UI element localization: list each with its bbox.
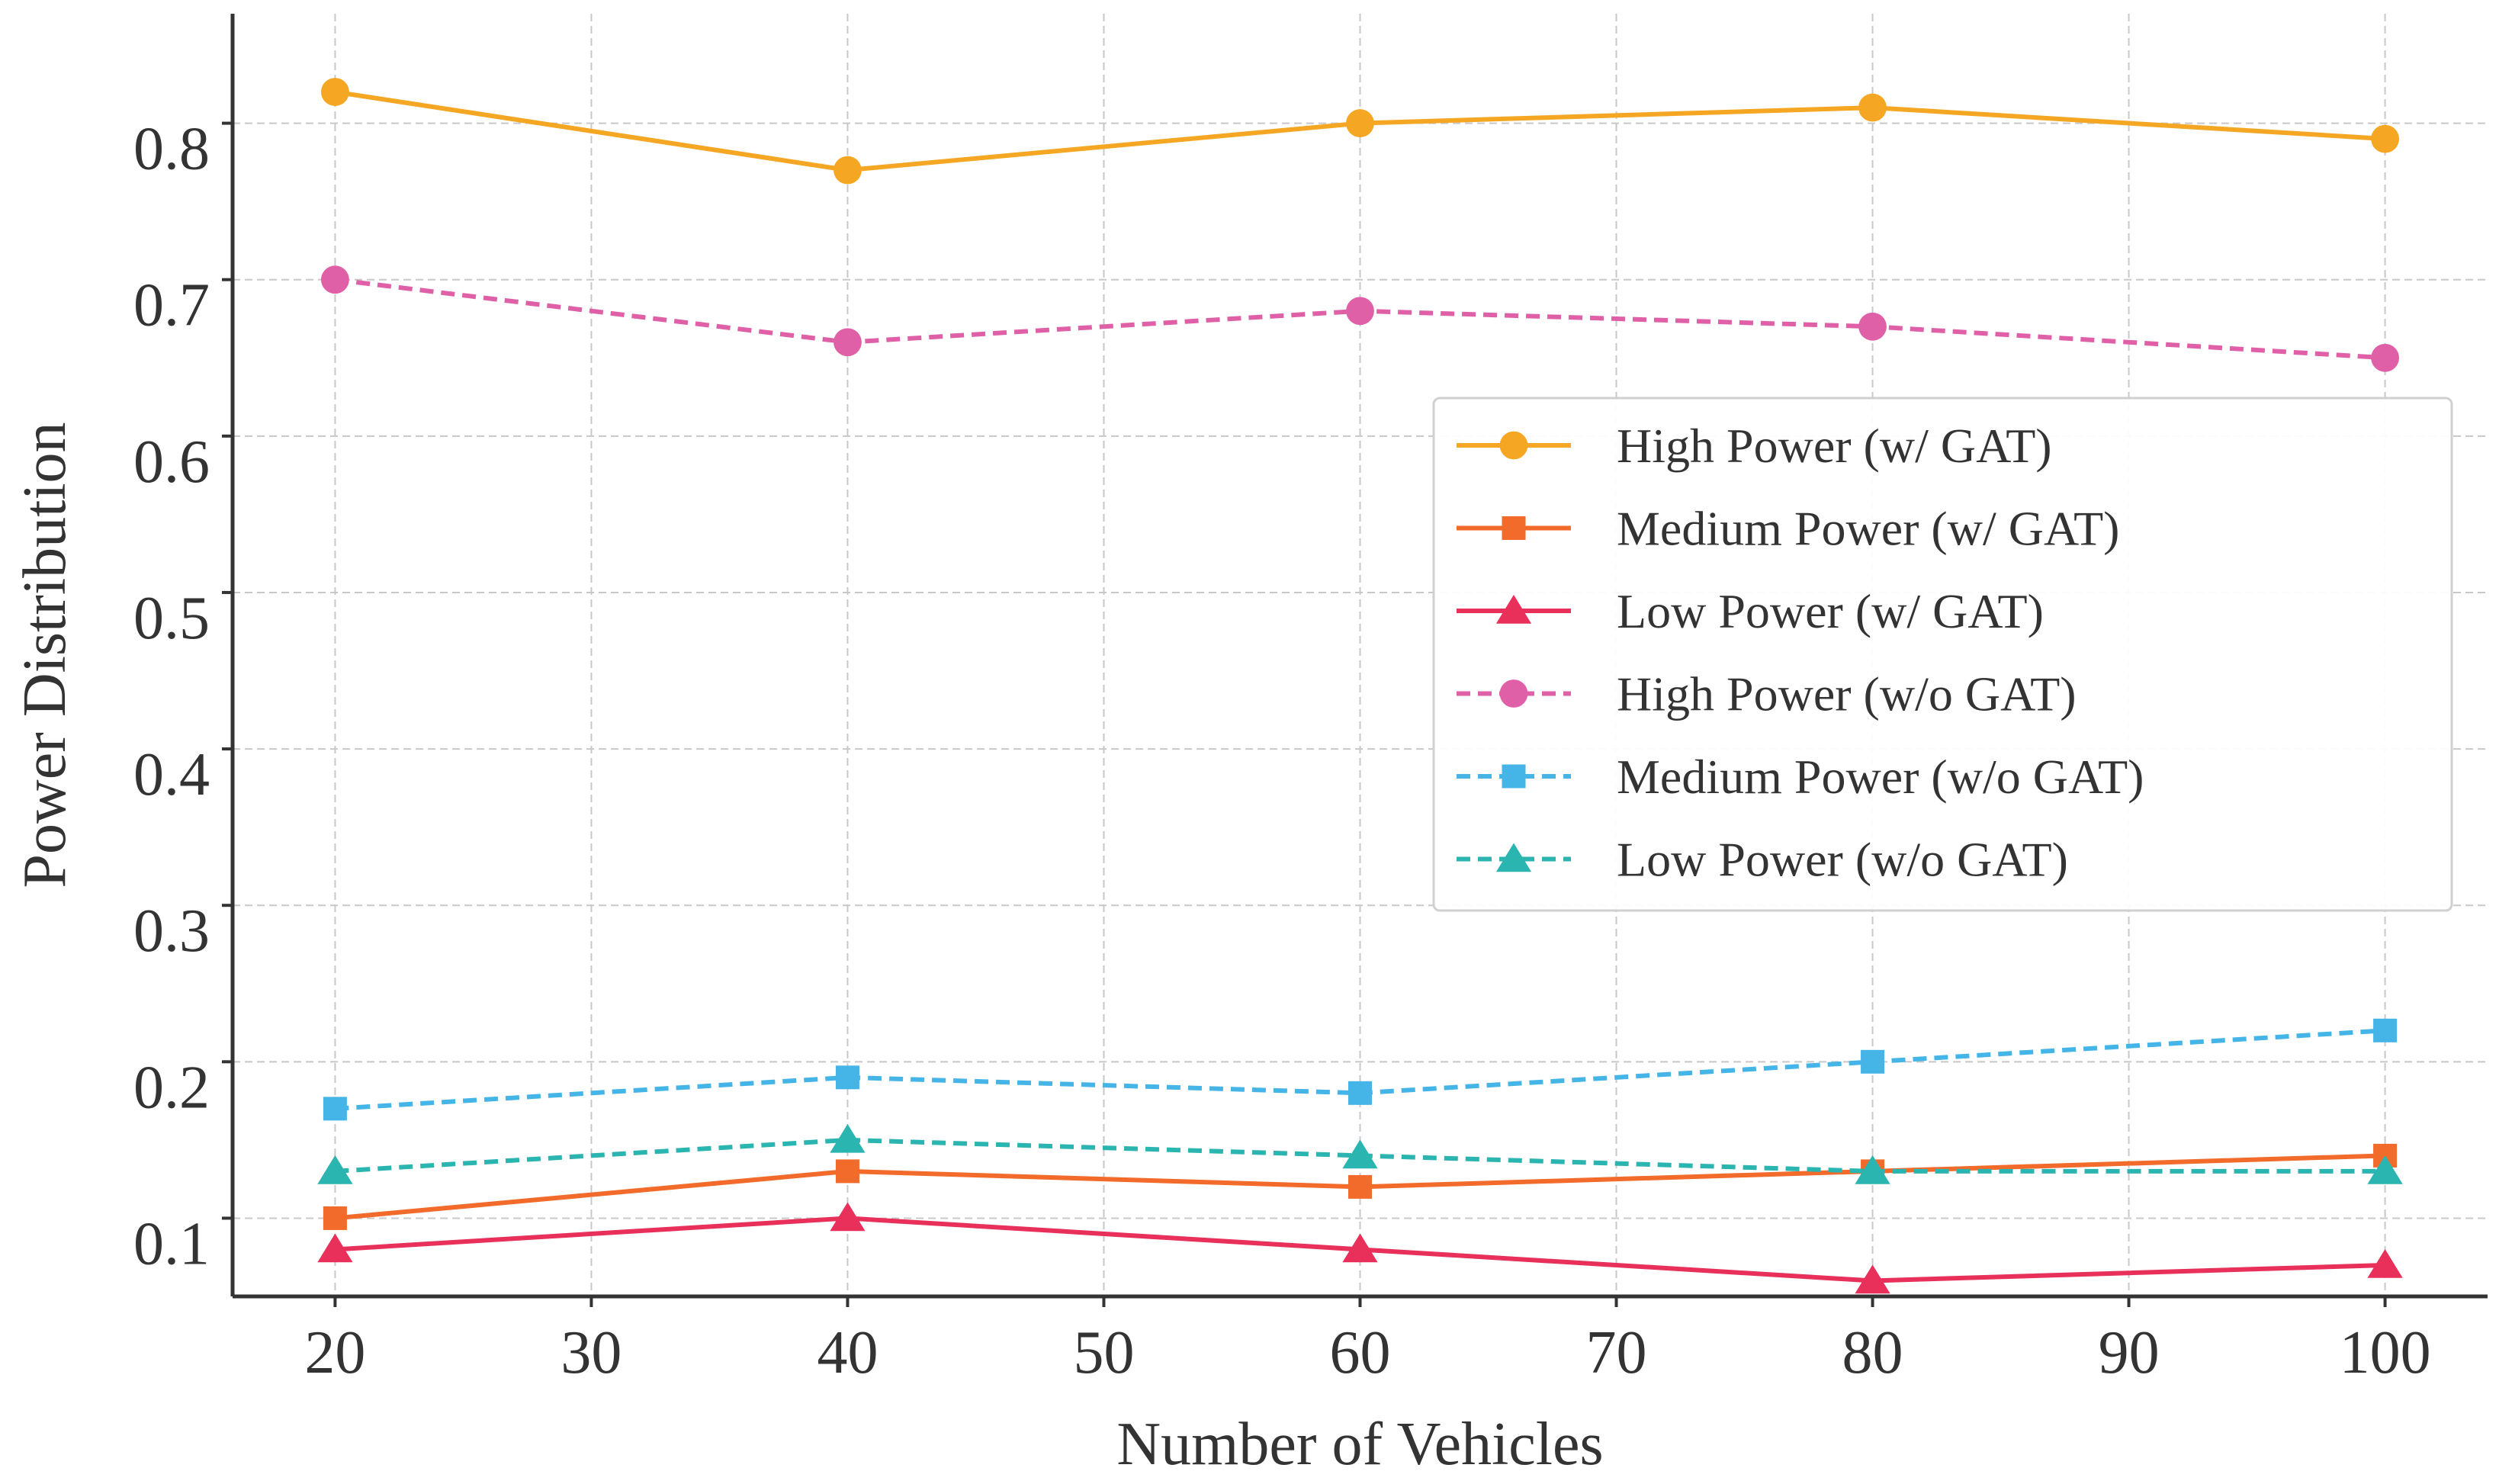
legend-label: Medium Power (w/o GAT)	[1617, 750, 2144, 804]
y-ticks: 0.1 0.2 0.3 0.4 0.5 0.6 0.7 0.8	[133, 116, 233, 1277]
series-group	[317, 78, 2403, 1294]
data-point	[830, 1123, 866, 1153]
data-point	[323, 1097, 347, 1121]
data-point	[1348, 1174, 1372, 1199]
data-point	[321, 78, 349, 106]
legend-entry: High Power (w/o GAT)	[1457, 667, 2077, 721]
y-tick-label: 0.6	[133, 429, 210, 496]
legend-entry: Low Power (w/ GAT)	[1457, 584, 2044, 638]
x-tick-label: 20	[304, 1319, 365, 1386]
x-axis-title: Number of Vehicles	[1116, 1411, 1603, 1478]
x-tick-label: 80	[1842, 1319, 1903, 1386]
series-0	[321, 78, 2399, 185]
series-1	[323, 1143, 2398, 1230]
y-tick-label: 0.3	[133, 898, 210, 965]
x-tick-label: 100	[2340, 1319, 2431, 1386]
data-point	[1855, 1155, 1890, 1184]
series-5	[317, 1123, 2403, 1184]
y-tick-label: 0.7	[133, 272, 210, 339]
legend-label: High Power (w/o GAT)	[1617, 667, 2077, 721]
data-point	[2367, 1248, 2403, 1278]
legend-box	[1432, 397, 2453, 912]
y-axis-title: Power Distribution	[11, 422, 79, 888]
data-point	[1346, 109, 1374, 137]
legend-entry: High Power (w/ GAT)	[1457, 419, 2052, 473]
y-tick-label: 0.1	[133, 1210, 210, 1277]
legend-marker	[1495, 843, 1532, 872]
data-point	[2373, 1018, 2398, 1042]
data-point	[834, 328, 862, 357]
y-tick-label: 0.5	[133, 585, 210, 652]
data-point	[1855, 1264, 1890, 1294]
data-point	[830, 1202, 866, 1232]
data-point	[2371, 343, 2399, 372]
legend-marker	[1499, 431, 1528, 460]
data-point	[323, 1206, 347, 1230]
legend-label: Low Power (w/ GAT)	[1617, 584, 2044, 638]
y-tick-label: 0.4	[133, 741, 210, 808]
legend: High Power (w/ GAT) Medium Power (w/ GAT)…	[1432, 397, 2453, 912]
data-point	[835, 1159, 859, 1184]
data-point	[317, 1155, 353, 1184]
data-point	[1346, 297, 1374, 326]
legend-marker	[1502, 764, 1526, 789]
y-tick-label: 0.8	[133, 116, 210, 183]
x-tick-label: 30	[561, 1319, 622, 1386]
series-2	[317, 1202, 2403, 1294]
series-4	[323, 1018, 2398, 1121]
data-point	[1858, 93, 1887, 122]
x-tick-label: 90	[2099, 1319, 2160, 1386]
legend-label: High Power (w/ GAT)	[1617, 419, 2052, 473]
data-point	[1342, 1139, 1378, 1169]
data-point	[2367, 1155, 2403, 1184]
data-point	[1858, 312, 1887, 341]
legend-entry: Medium Power (w/ GAT)	[1457, 502, 2119, 556]
data-point	[2371, 124, 2399, 153]
legend-entry: Low Power (w/o GAT)	[1457, 833, 2068, 887]
x-tick-label: 40	[817, 1319, 878, 1386]
data-point	[1342, 1233, 1378, 1263]
legend-label: Low Power (w/o GAT)	[1617, 833, 2068, 887]
data-point	[1348, 1081, 1372, 1105]
data-point	[835, 1065, 859, 1090]
data-point	[834, 156, 862, 185]
legend-marker	[1499, 679, 1528, 708]
x-tick-label: 70	[1586, 1319, 1647, 1386]
data-point	[1861, 1049, 1885, 1074]
y-tick-label: 0.2	[133, 1054, 210, 1121]
x-tick-label: 60	[1330, 1319, 1391, 1386]
series-3	[321, 265, 2399, 372]
legend-marker	[1495, 595, 1532, 624]
data-point	[317, 1233, 353, 1263]
data-point	[321, 265, 349, 294]
x-tick-label: 50	[1073, 1319, 1134, 1386]
legend-entry: Medium Power (w/o GAT)	[1457, 750, 2144, 804]
legend-marker	[1502, 516, 1526, 540]
x-ticks: 20 30 40 50 60 70 80 90 100	[304, 1296, 2431, 1386]
legend-label: Medium Power (w/ GAT)	[1617, 502, 2119, 556]
